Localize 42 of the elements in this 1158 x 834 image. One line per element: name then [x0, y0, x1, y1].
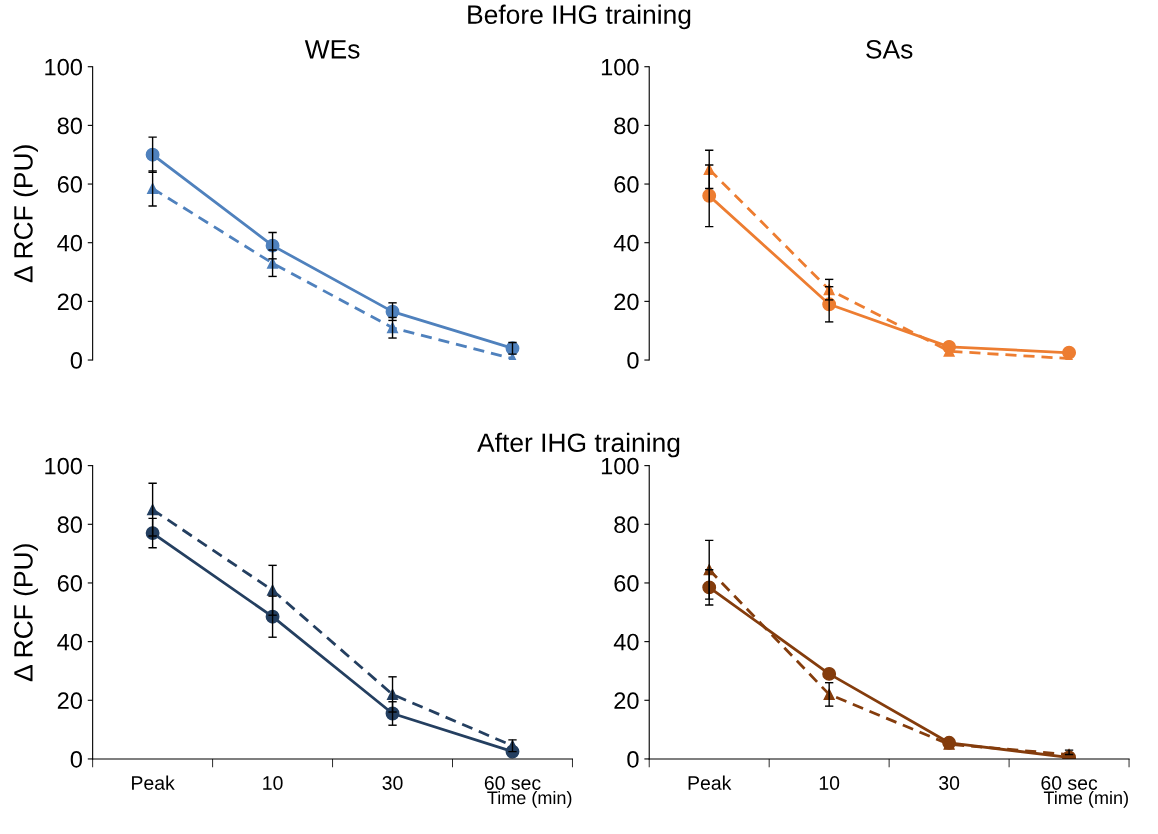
- y-tick-label: 20: [57, 692, 82, 710]
- y-tick-label: 60: [614, 575, 639, 592]
- y-axis-title: Δ RCF (PU): [13, 544, 38, 682]
- y-tick-label: 0: [627, 352, 639, 369]
- x-tick-label: 60 sec: [484, 776, 541, 790]
- x-axis-title: Time (min): [1043, 790, 1128, 808]
- y-tick-label: 100: [45, 58, 82, 76]
- x-tick-label: 30: [382, 776, 403, 790]
- y-tick-label: 40: [613, 633, 639, 651]
- y-tick-label: 20: [614, 692, 639, 710]
- point: [702, 188, 717, 203]
- y-tick-label: 0: [70, 751, 82, 768]
- y-axis-title: Δ RCF (PU): [13, 145, 38, 283]
- x-axis-title: Time (min): [487, 790, 572, 808]
- y-tick-label: 100: [601, 457, 639, 475]
- x-tick-label: 10: [263, 776, 283, 790]
- y-tick-label: 80: [614, 516, 639, 534]
- x-tick-label: 60 sec: [1041, 776, 1098, 790]
- x-tick-label: 30: [939, 776, 960, 790]
- y-tick-label: 80: [614, 117, 639, 135]
- chart-title: WEs: [304, 40, 360, 59]
- y-tick-label: 60: [57, 575, 82, 592]
- point: [822, 666, 837, 681]
- text: After IHG training: [477, 432, 680, 458]
- y-tick-label: 40: [57, 633, 82, 651]
- x-tick-label: 10: [819, 776, 840, 790]
- y-tick-label: 80: [57, 516, 82, 534]
- y-tick-label: 20: [57, 293, 82, 311]
- text: Before IHG training: [468, 4, 691, 30]
- y-tick-label: 20: [614, 293, 639, 311]
- y-tick-label: 40: [613, 234, 639, 252]
- y-tick-label: 100: [45, 457, 82, 475]
- y-tick-label: 0: [70, 352, 82, 369]
- y-tick-label: 40: [57, 234, 82, 252]
- y-tick-label: 80: [57, 117, 82, 135]
- x-tick-label: Peak: [688, 775, 732, 790]
- y-tick-label: 60: [57, 176, 82, 193]
- x-tick-label: Peak: [132, 775, 175, 790]
- y-tick-label: 100: [601, 58, 639, 76]
- y-tick-label: 60: [614, 176, 639, 193]
- y-tick-label: 0: [627, 751, 639, 768]
- chart-title: SAs: [866, 39, 913, 59]
